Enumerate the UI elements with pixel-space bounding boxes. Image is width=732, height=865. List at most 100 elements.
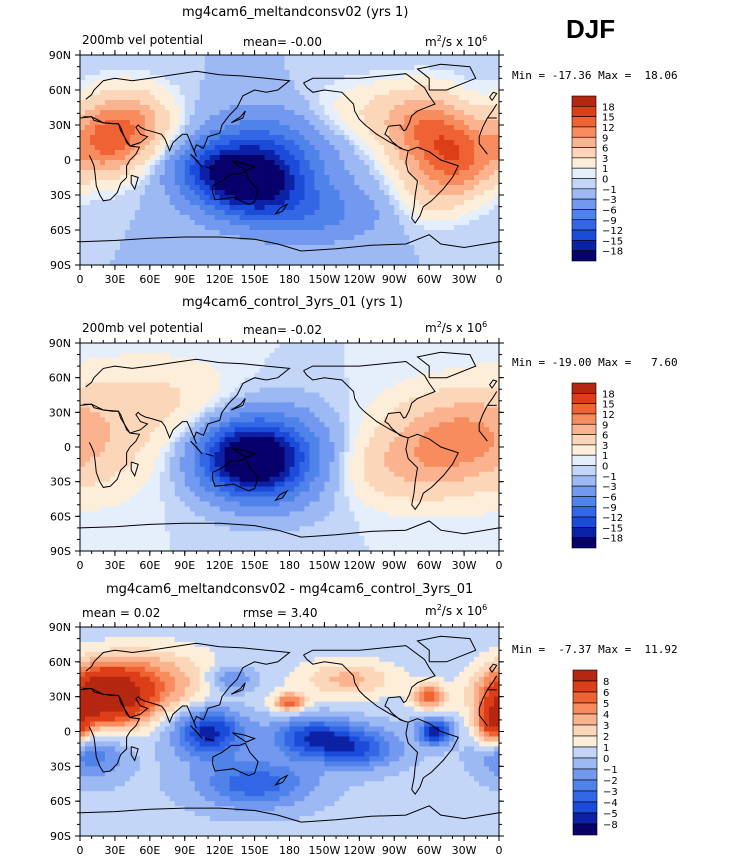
- field-cell: [429, 407, 435, 413]
- field-cell: [299, 220, 306, 226]
- field-cell: [199, 357, 206, 364]
- field-cell: [219, 382, 226, 389]
- field-cell: [459, 357, 465, 364]
- field-cell: [309, 235, 316, 241]
- field-cell: [484, 80, 490, 86]
- field-cell: [464, 150, 470, 156]
- field-cell: [114, 215, 121, 221]
- field-cell: [139, 397, 146, 404]
- field-cell: [324, 165, 331, 171]
- field-cell: [409, 90, 415, 96]
- field-cell: [369, 367, 375, 374]
- field-cell: [104, 85, 111, 91]
- field-cell: [80, 235, 86, 241]
- field-cell: [109, 145, 116, 151]
- field-cell: [204, 110, 211, 116]
- field-cell: [284, 382, 291, 389]
- field-cell: [234, 85, 241, 91]
- field-cell: [174, 190, 181, 196]
- field-cell: [194, 125, 201, 131]
- field-cell: [399, 347, 405, 354]
- field-cell: [139, 135, 146, 141]
- field-cell: [254, 260, 261, 266]
- field-cell: [314, 170, 321, 176]
- field-cell: [304, 145, 311, 151]
- field-cell: [409, 145, 415, 151]
- field-cell: [129, 165, 136, 171]
- field-cell: [439, 55, 445, 61]
- field-cell: [334, 65, 340, 71]
- field-cell: [299, 230, 306, 236]
- field-cell: [484, 362, 490, 369]
- field-cell: [174, 110, 181, 116]
- field-cell: [274, 145, 281, 151]
- field-cell: [219, 80, 226, 86]
- field-cell: [259, 135, 266, 141]
- field-cell: [189, 200, 196, 206]
- field-cell: [314, 55, 321, 61]
- field-cell: [409, 110, 415, 116]
- field-cell: [139, 392, 146, 399]
- field-cell: [349, 85, 355, 91]
- field-cell: [314, 60, 321, 66]
- field-cell: [379, 210, 385, 216]
- field-cell: [444, 95, 450, 101]
- field-cell: [489, 175, 495, 181]
- field-cell: [234, 225, 241, 231]
- field-cell: [274, 407, 281, 413]
- field-cell: [414, 387, 420, 394]
- field-cell: [139, 120, 146, 126]
- field-cell: [249, 387, 256, 394]
- field-cell: [299, 80, 306, 86]
- field-cell: [80, 225, 86, 231]
- field-cell: [354, 260, 360, 266]
- field-cell: [179, 130, 186, 136]
- field-cell: [309, 175, 316, 181]
- field-cell: [239, 205, 246, 211]
- field-cell: [314, 362, 321, 369]
- field-cell: [339, 372, 345, 379]
- field-cell: [284, 347, 291, 354]
- field-cell: [269, 90, 276, 96]
- field-cell: [109, 372, 116, 379]
- field-cell: [409, 185, 415, 191]
- field-cell: [114, 235, 121, 241]
- field-cell: [439, 130, 445, 136]
- field-cell: [189, 235, 196, 241]
- field-cell: [84, 160, 91, 166]
- field-cell: [109, 160, 116, 166]
- field-cell: [459, 55, 465, 61]
- field-cell: [349, 185, 355, 191]
- field-cell: [229, 377, 236, 384]
- field-cell: [289, 200, 296, 206]
- field-cell: [394, 170, 400, 176]
- field-cell: [274, 392, 281, 399]
- field-cell: [219, 200, 226, 206]
- field-cell: [329, 170, 335, 176]
- field-cell: [479, 343, 485, 349]
- field-cell: [259, 215, 266, 221]
- field-cell: [204, 372, 211, 379]
- field-cell: [439, 95, 445, 101]
- field-cell: [84, 110, 91, 116]
- field-cell: [204, 230, 211, 236]
- field-cell: [394, 240, 400, 246]
- field-cell: [399, 75, 405, 81]
- field-cell: [174, 230, 181, 236]
- field-cell: [364, 185, 370, 191]
- field-cell: [129, 377, 136, 384]
- field-cell: [399, 235, 405, 241]
- field-cell: [174, 150, 181, 156]
- field-cell: [304, 80, 311, 86]
- field-cell: [139, 145, 146, 151]
- field-cell: [419, 367, 425, 374]
- field-cell: [144, 412, 151, 418]
- field-cell: [319, 407, 326, 413]
- field-cell: [339, 357, 345, 364]
- field-cell: [269, 110, 276, 116]
- field-cell: [249, 367, 256, 374]
- field-cell: [204, 195, 211, 201]
- field-cell: [134, 240, 141, 246]
- field-cell: [364, 215, 370, 221]
- field-cell: [464, 407, 470, 413]
